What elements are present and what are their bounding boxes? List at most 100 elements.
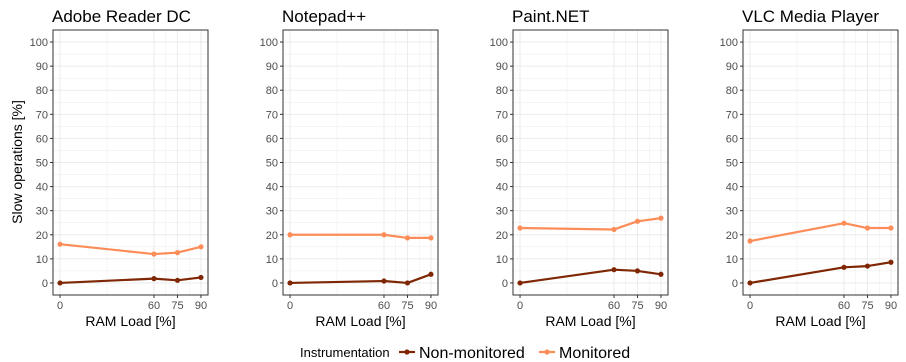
x-tick-label: 75	[401, 300, 413, 312]
data-point-monitored	[404, 235, 411, 241]
data-point-monitored	[428, 235, 434, 241]
y-tick-label: 30	[726, 206, 738, 218]
y-tick-label: 60	[36, 133, 48, 145]
legend-marker-monitored	[544, 349, 550, 355]
data-point-non-monitored	[57, 280, 63, 286]
legend-marker-non-monitored	[404, 349, 410, 355]
data-point-monitored	[198, 244, 204, 250]
data-point-non-monitored	[428, 271, 434, 277]
data-point-non-monitored	[517, 280, 523, 286]
data-point-non-monitored	[174, 277, 181, 283]
x-tick-label: 90	[655, 300, 667, 312]
legend: Instrumentation Non-monitored Monitored	[300, 345, 630, 362]
data-point-monitored	[151, 251, 157, 257]
legend-label-monitored: Monitored	[559, 345, 630, 362]
y-tick-label: 50	[36, 158, 48, 170]
panel-1: Adobe Reader DC 0 10 20 30 40 50 60 70 80 90 100 0 60…	[30, 7, 209, 329]
data-point-monitored	[287, 232, 293, 238]
y-tick-label: 80	[266, 85, 278, 97]
x-tick-label: 60	[378, 300, 390, 312]
legend-label-non-monitored: Non-monitored	[419, 345, 525, 362]
data-point-non-monitored	[634, 268, 641, 274]
y-tick-label: 50	[266, 158, 278, 170]
y-tick-label: 70	[36, 109, 48, 121]
series-line-non-monitored	[290, 273, 432, 285]
data-point-non-monitored	[658, 271, 664, 277]
y-tick-label: 70	[266, 109, 278, 121]
y-tick-label: 10	[266, 254, 278, 266]
legend-title: Instrumentation	[300, 345, 390, 360]
panel-4: VLC Media Player 0 10 20 30 40 50 60 70 80 90 100 0 6…	[720, 7, 899, 329]
y-tick-label: 30	[36, 206, 48, 218]
x-axis-label: RAM Load [%]	[315, 313, 405, 329]
y-tick-label: 90	[726, 61, 738, 73]
x-axis-label: RAM Load [%]	[545, 313, 635, 329]
data-point-non-monitored	[747, 280, 753, 286]
panel-title: Paint.NET	[512, 7, 589, 26]
y-tick-label: 100	[30, 37, 48, 49]
panel-border	[52, 29, 209, 296]
y-tick-label: 20	[496, 230, 508, 242]
series-line-non-monitored	[59, 276, 202, 285]
series-line-non-monitored	[749, 261, 892, 285]
y-tick-label: 90	[266, 61, 278, 73]
legend-item-monitored: Monitored	[539, 345, 630, 362]
series-line-non-monitored	[519, 268, 662, 285]
panel-border	[282, 29, 439, 296]
y-tick-label: 50	[496, 158, 508, 170]
data-point-non-monitored	[287, 280, 293, 286]
x-tick-label: 0	[287, 300, 293, 312]
y-tick-label: 80	[496, 85, 508, 97]
data-point-monitored	[841, 220, 847, 226]
y-tick-label: 30	[266, 206, 278, 218]
y-axis-label: Slow operations [%]	[9, 100, 25, 224]
data-point-non-monitored	[864, 263, 871, 269]
panel-border	[512, 29, 669, 296]
panel-3: Paint.NET 0 10 20 30 40 50 60 70 80 90 100 0 60 75 90 RA…	[490, 7, 669, 329]
data-point-monitored	[864, 225, 871, 231]
x-tick-label: 0	[747, 300, 753, 312]
y-tick-label: 80	[726, 85, 738, 97]
data-point-monitored	[611, 226, 617, 233]
data-point-non-monitored	[841, 264, 847, 270]
series-line-monitored	[520, 217, 662, 231]
data-point-monitored	[381, 232, 387, 238]
y-tick-label: 10	[36, 254, 48, 266]
panel-title: Adobe Reader DC	[52, 7, 191, 26]
y-tick-label: 0	[732, 278, 738, 290]
x-tick-label: 75	[631, 300, 643, 312]
y-tick-label: 20	[266, 230, 278, 242]
data-point-monitored	[658, 215, 664, 221]
y-tick-label: 100	[490, 37, 508, 49]
data-point-monitored	[747, 238, 753, 244]
y-tick-label: 80	[36, 85, 48, 97]
data-point-non-monitored	[198, 274, 204, 281]
data-point-non-monitored	[404, 280, 411, 286]
x-tick-label: 90	[885, 300, 897, 312]
y-tick-label: 10	[496, 254, 508, 266]
y-tick-label: 70	[496, 109, 508, 121]
legend-item-non-monitored: Non-monitored	[399, 345, 525, 362]
x-tick-label: 0	[57, 300, 63, 312]
x-tick-label: 75	[861, 300, 873, 312]
data-point-non-monitored	[151, 276, 157, 282]
x-tick-label: 60	[838, 300, 850, 312]
y-tick-label: 90	[36, 61, 48, 73]
data-point-non-monitored	[888, 259, 894, 265]
y-tick-label: 40	[496, 182, 508, 194]
data-point-monitored	[57, 241, 63, 247]
data-point-monitored	[517, 225, 523, 231]
y-tick-label: 40	[726, 182, 738, 194]
y-tick-label: 40	[266, 182, 278, 194]
y-tick-label: 40	[36, 182, 48, 194]
panel-2: Notepad++ 0 10 20 30 40 50 60 70 80 90 100 0 60 75 90 RA…	[260, 7, 439, 329]
y-tick-label: 0	[272, 278, 278, 290]
data-point-monitored	[634, 218, 641, 224]
series-line-monitored	[290, 233, 431, 240]
y-tick-label: 60	[496, 133, 508, 145]
x-tick-label: 75	[171, 300, 183, 312]
y-tick-label: 0	[502, 278, 508, 290]
panel-border	[742, 29, 899, 296]
